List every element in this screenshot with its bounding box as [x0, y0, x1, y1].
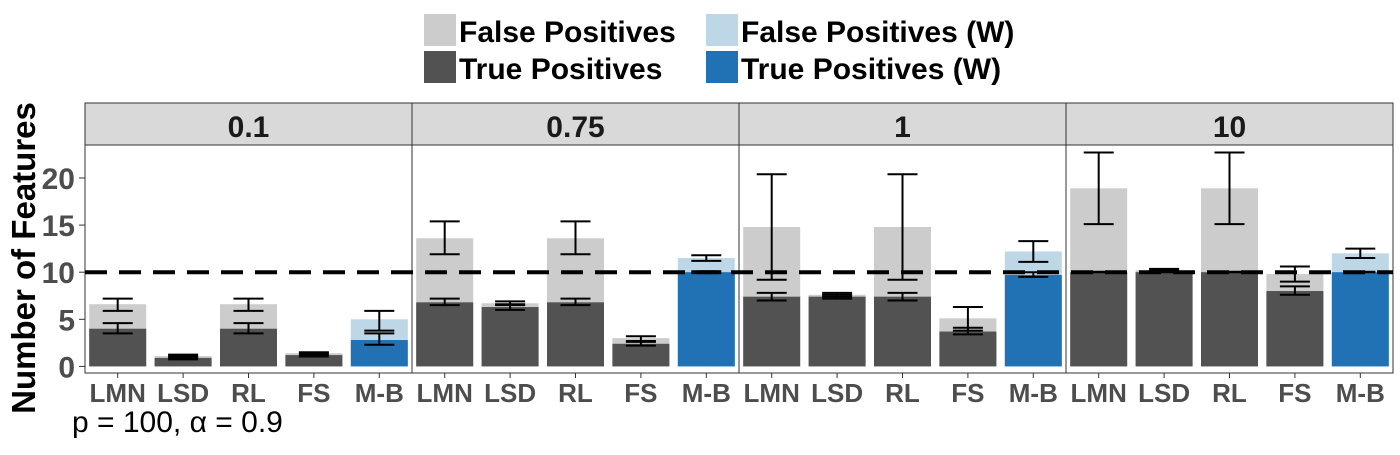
facet-panels: 0.1 LMN LSD RL FS M-B 0.75 LMN LSD RL FS M-B 1 LMN LSD… — [85, 103, 1393, 408]
x-tick-label-lsd: LSD — [1138, 378, 1190, 408]
x-tick-label-rl: RL — [231, 378, 266, 408]
x-tick-label-fs: FS — [624, 378, 657, 408]
facet-panel-1: 0.1 LMN LSD RL FS M-B — [85, 103, 412, 408]
x-tick-label-fs: FS — [297, 378, 330, 408]
x-tick-label-fs: FS — [1278, 378, 1311, 408]
bar-true-positives-lmn — [416, 302, 473, 366]
facet-label: 0.75 — [546, 111, 604, 144]
bar-true-positives-lsd — [809, 297, 866, 367]
bar-true-positives-lmn — [743, 297, 800, 367]
bar-true-positives-m-b — [678, 272, 735, 366]
x-tick-label-m-b: M-B — [1009, 378, 1058, 408]
facet-label: 10 — [1213, 111, 1246, 144]
x-tick-label-lmn: LMN — [417, 378, 473, 408]
bar-true-positives-rl — [1201, 272, 1258, 366]
bar-true-positives-rl — [874, 297, 931, 367]
legend-label-3: True Positives — [459, 53, 662, 86]
legend-key-4 — [706, 51, 738, 83]
legend-label-1: False Positives — [459, 16, 676, 49]
x-tick-label-lsd: LSD — [484, 378, 536, 408]
legend-key-2 — [706, 14, 738, 46]
legend-key-1 — [424, 14, 456, 46]
bar-true-positives-fs — [612, 344, 669, 367]
x-tick-label-m-b: M-B — [1336, 378, 1385, 408]
legend-label-4: True Positives (W) — [741, 53, 1001, 86]
x-tick-label-lsd: LSD — [811, 378, 863, 408]
x-tick-label-lmn: LMN — [744, 378, 800, 408]
facet-label: 0.1 — [228, 111, 270, 144]
legend-label-2: False Positives (W) — [741, 16, 1014, 49]
bar-true-positives-m-b — [1005, 275, 1062, 366]
y-axis-label: Number of Features — [5, 102, 42, 414]
y-tick-label: 0 — [58, 351, 75, 384]
facet-panel-3: 1 LMN LSD RL FS M-B — [739, 103, 1066, 408]
facet-panel-2: 0.75 LMN LSD RL FS M-B — [412, 103, 739, 408]
x-tick-label-lmn: LMN — [1071, 378, 1127, 408]
x-tick-label-lmn: LMN — [90, 378, 146, 408]
y-tick-label: 15 — [42, 210, 75, 243]
x-tick-label-fs: FS — [951, 378, 984, 408]
bar-true-positives-lsd — [1136, 272, 1193, 366]
x-tick-label-lsd: LSD — [157, 378, 209, 408]
y-axis: 0 5 10 15 20 — [42, 163, 85, 384]
bar-true-positives-m-b — [1332, 272, 1389, 366]
x-tick-label-m-b: M-B — [355, 378, 404, 408]
x-tick-label-rl: RL — [558, 378, 593, 408]
x-tick-label-m-b: M-B — [682, 378, 731, 408]
bar-true-positives-fs — [939, 332, 996, 367]
bar-true-positives-rl — [547, 302, 604, 366]
bar-true-positives-fs — [1266, 291, 1323, 366]
y-tick-label: 10 — [42, 257, 75, 290]
bar-true-positives-lsd — [482, 307, 539, 366]
facet-panel-4: 10 LMN LSD RL FS M-B — [1066, 103, 1393, 408]
legend-key-3 — [424, 51, 456, 83]
bar-true-positives-lmn — [1070, 272, 1127, 366]
facet-label: 1 — [894, 111, 911, 144]
footnote: p = 100, α = 0.9 — [72, 406, 283, 439]
x-tick-label-rl: RL — [885, 378, 920, 408]
x-tick-label-rl: RL — [1212, 378, 1247, 408]
y-tick-label: 5 — [58, 304, 75, 337]
y-tick-label: 20 — [42, 163, 75, 196]
legend: False Positives False Positives (W) True P… — [424, 14, 1014, 86]
